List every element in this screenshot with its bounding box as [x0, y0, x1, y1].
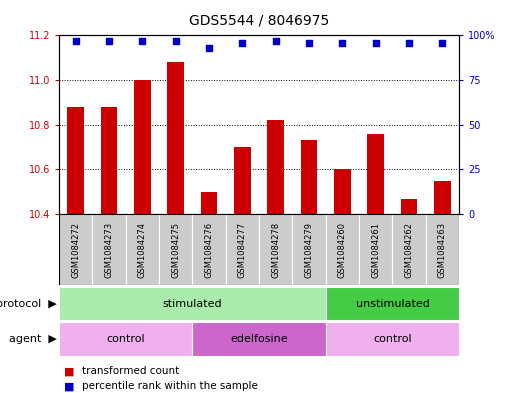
Bar — [392, 214, 426, 285]
Text: GSM1084274: GSM1084274 — [138, 222, 147, 277]
Point — [438, 39, 446, 46]
Point — [138, 38, 146, 44]
Bar — [326, 214, 359, 285]
Bar — [201, 192, 218, 214]
Text: edelfosine: edelfosine — [230, 334, 288, 344]
Bar — [359, 214, 392, 285]
Point — [105, 38, 113, 44]
Point — [371, 39, 380, 46]
Text: GSM1084273: GSM1084273 — [105, 222, 113, 277]
Point — [271, 38, 280, 44]
Text: GSM1084272: GSM1084272 — [71, 222, 80, 277]
Bar — [59, 214, 92, 285]
Text: protocol  ▶: protocol ▶ — [0, 299, 56, 309]
Text: stimulated: stimulated — [163, 299, 222, 309]
Text: percentile rank within the sample: percentile rank within the sample — [82, 381, 258, 391]
Bar — [426, 214, 459, 285]
Text: ■: ■ — [64, 366, 74, 376]
Point — [405, 39, 413, 46]
Bar — [167, 62, 184, 214]
Point — [238, 39, 246, 46]
Bar — [334, 169, 351, 214]
Text: GSM1084263: GSM1084263 — [438, 222, 447, 277]
Bar — [159, 214, 192, 285]
Bar — [401, 198, 418, 214]
Bar — [67, 107, 84, 214]
Bar — [192, 214, 226, 285]
Point — [305, 39, 313, 46]
Bar — [226, 214, 259, 285]
Bar — [326, 287, 459, 320]
Text: GSM1084277: GSM1084277 — [238, 222, 247, 277]
Text: GSM1084261: GSM1084261 — [371, 222, 380, 277]
Bar — [326, 322, 459, 356]
Bar — [292, 214, 326, 285]
Text: GSM1084262: GSM1084262 — [405, 222, 413, 277]
Bar — [192, 322, 326, 356]
Bar — [234, 147, 251, 214]
Bar — [101, 107, 117, 214]
Text: GDS5544 / 8046975: GDS5544 / 8046975 — [189, 14, 329, 28]
Point — [338, 39, 346, 46]
Text: GSM1084279: GSM1084279 — [305, 222, 313, 277]
Bar — [134, 80, 151, 214]
Text: ■: ■ — [64, 381, 74, 391]
Bar — [267, 120, 284, 214]
Bar — [367, 134, 384, 214]
Point — [71, 38, 80, 44]
Point — [205, 45, 213, 51]
Text: GSM1084276: GSM1084276 — [205, 222, 213, 277]
Bar — [301, 140, 318, 214]
Text: unstimulated: unstimulated — [356, 299, 429, 309]
Bar — [126, 214, 159, 285]
Bar — [434, 181, 451, 214]
Text: control: control — [106, 334, 145, 344]
Bar — [259, 214, 292, 285]
Point — [171, 38, 180, 44]
Text: control: control — [373, 334, 412, 344]
Bar — [59, 287, 326, 320]
Text: GSM1084275: GSM1084275 — [171, 222, 180, 277]
Text: GSM1084278: GSM1084278 — [271, 222, 280, 277]
Text: agent  ▶: agent ▶ — [9, 334, 56, 344]
Text: GSM1084260: GSM1084260 — [338, 222, 347, 277]
Bar — [92, 214, 126, 285]
Bar — [59, 322, 192, 356]
Text: transformed count: transformed count — [82, 366, 180, 376]
